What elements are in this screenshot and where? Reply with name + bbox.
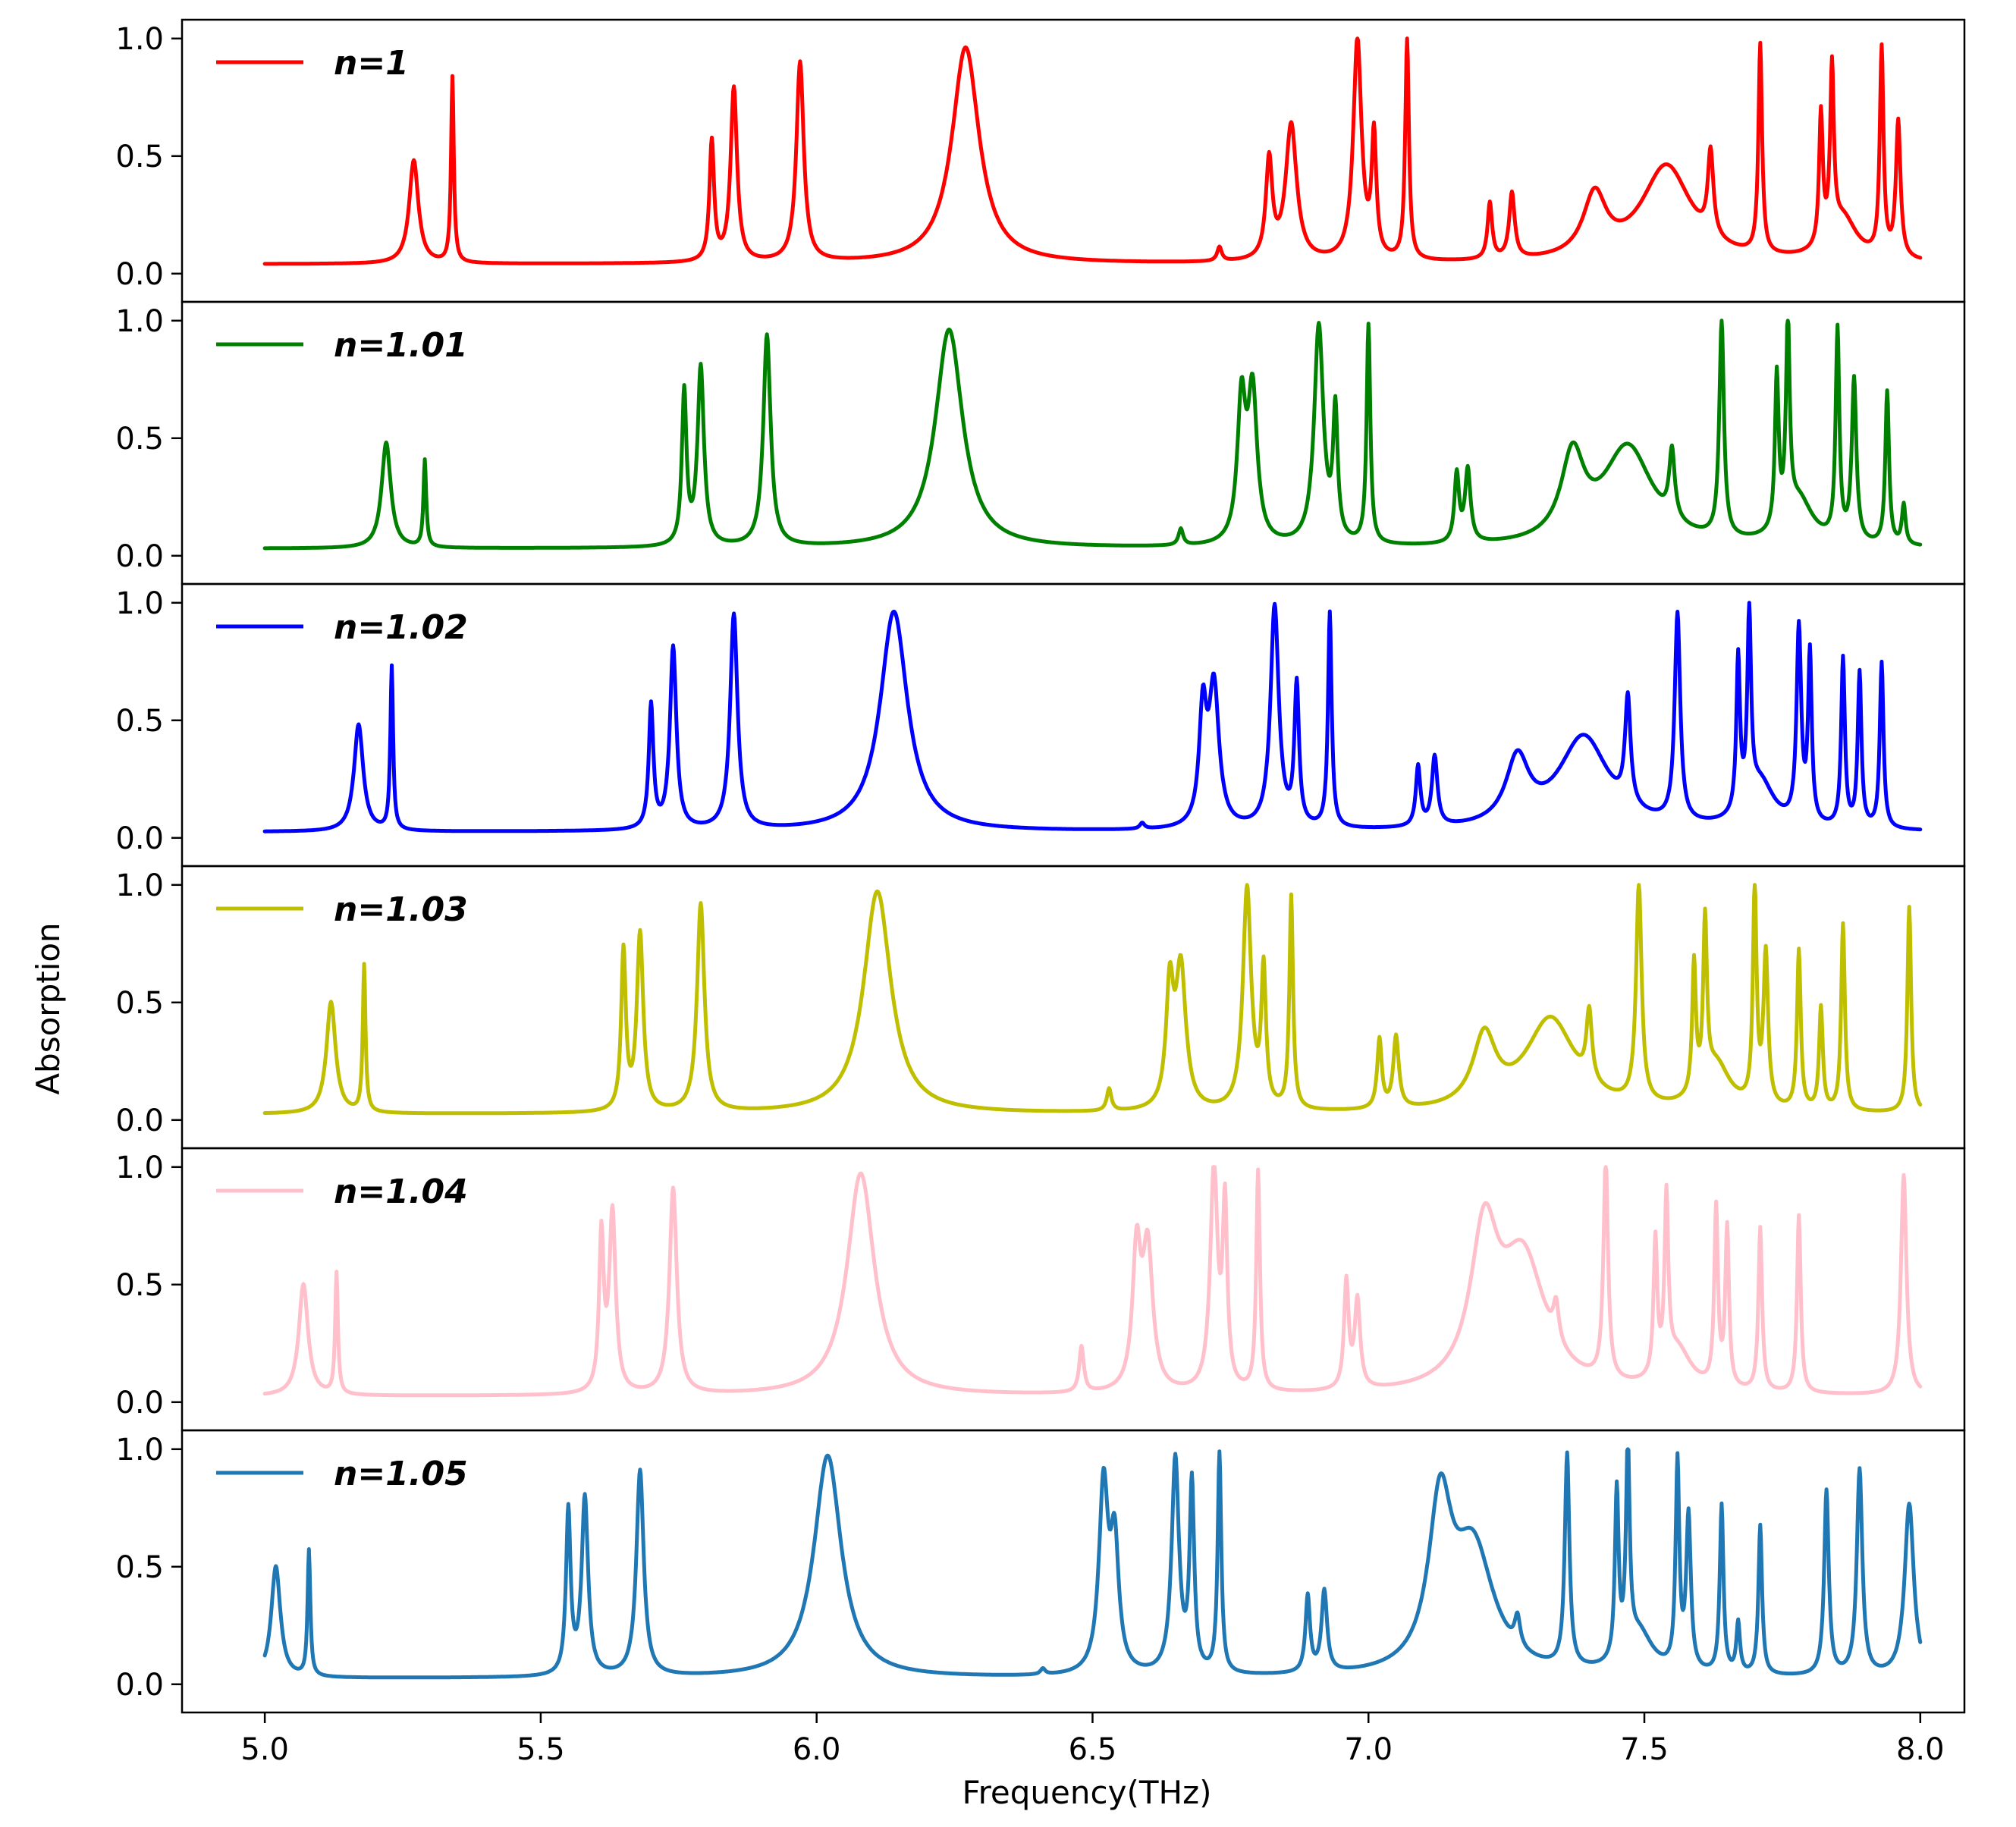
panel-5: 0.0 0.5 1.0 n=1.04	[115, 1147, 1966, 1432]
legend-label: n=1.04	[334, 1172, 468, 1211]
y-tick-label: 0.5	[115, 422, 164, 457]
series-line-2	[262, 319, 1923, 551]
y-tick-label: 0.0	[115, 257, 164, 292]
panel-frame	[181, 1429, 1966, 1714]
y-tick-label: 1.0	[115, 304, 164, 339]
panel-6: 0.0 0.5 1.0 n=1.05	[115, 1429, 1966, 1714]
x-tick-label: 6.0	[793, 1732, 841, 1767]
y-tick-label: 0.0	[115, 1103, 164, 1138]
series-line-5	[262, 1165, 1923, 1398]
y-tick-label: 1.0	[115, 1151, 164, 1185]
series-line-4	[262, 883, 1923, 1116]
series-line-6	[262, 1447, 1923, 1680]
x-tick-label: 8.0	[1896, 1732, 1945, 1767]
legend-label: n=1.05	[334, 1455, 468, 1493]
panel-2: 0.0 0.5 1.0 n=1.01	[115, 300, 1966, 585]
series-line-3	[262, 601, 1923, 833]
legend-label: n=1	[334, 44, 409, 83]
x-tick-label: 6.5	[1069, 1732, 1117, 1767]
y-tick-label: 0.0	[115, 539, 164, 574]
panel-3: 0.0 0.5 1.0 n=1.02	[115, 582, 1966, 868]
y-tick-label: 1.0	[115, 1433, 164, 1468]
y-tick-label: 0.0	[115, 1668, 164, 1703]
panels-layer: 0.0 0.5 1.0 n=1 0.0 0.5 1.0 n=1.01 0.0 0.5 1.0 n=1.…	[115, 18, 1966, 1714]
y-tick-label: 0.0	[115, 1386, 164, 1420]
y-tick-label: 0.5	[115, 986, 164, 1021]
y-tick-label: 0.5	[115, 1550, 164, 1585]
y-axis-title: Absorption	[30, 922, 67, 1094]
panel-1: 0.0 0.5 1.0 n=1	[115, 18, 1966, 303]
x-tick-label: 5.5	[517, 1732, 565, 1767]
legend-label: n=1.02	[334, 608, 468, 647]
y-tick-label: 1.0	[115, 586, 164, 621]
x-tick-label: 7.0	[1344, 1732, 1393, 1767]
x-axis: 5.0 5.5 6.0 6.5 7.0 7.5 8.0	[240, 1712, 1945, 1767]
y-tick-label: 0.5	[115, 140, 164, 174]
legend-label: n=1.03	[334, 890, 468, 929]
y-tick-label: 0.5	[115, 704, 164, 739]
x-tick-label: 7.5	[1620, 1732, 1669, 1767]
x-tick-label: 5.0	[240, 1732, 289, 1767]
series-line-1	[262, 36, 1923, 266]
y-tick-label: 1.0	[115, 22, 164, 57]
panel-4: 0.0 0.5 1.0 n=1.03	[115, 865, 1966, 1150]
legend-label: n=1.01	[334, 326, 468, 365]
y-tick-label: 1.0	[115, 868, 164, 903]
y-tick-label: 0.5	[115, 1268, 164, 1303]
y-tick-label: 0.0	[115, 821, 164, 856]
x-axis-title: Frequency(THz)	[962, 1774, 1211, 1811]
